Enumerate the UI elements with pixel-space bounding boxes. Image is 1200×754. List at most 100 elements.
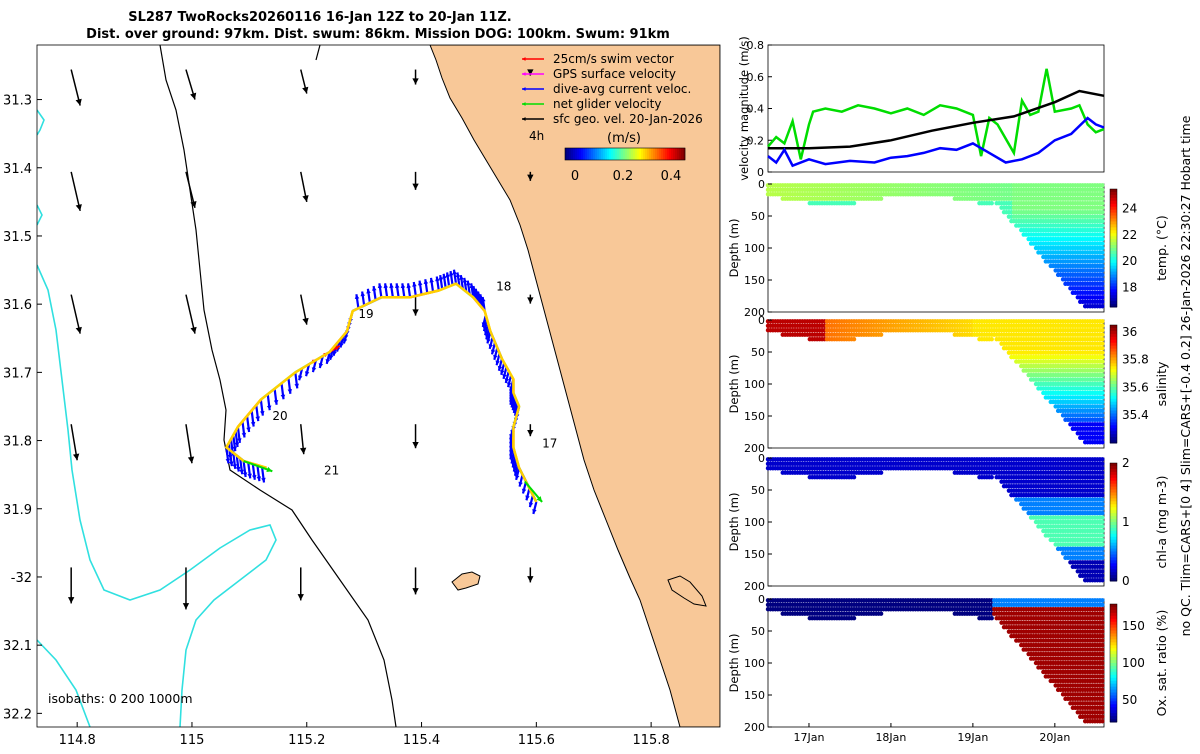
section-colorbar-cell <box>1110 504 1117 507</box>
section-colorbar-cell <box>1110 357 1117 360</box>
section-data-point <box>1100 346 1104 350</box>
colorbar-tick-label: 0 <box>571 169 579 184</box>
section-colorbar-cell <box>1110 198 1117 201</box>
section-colorbar-label: temp. (°C) <box>1154 215 1169 280</box>
colorbar-cell <box>663 148 665 160</box>
section-data-point <box>1100 404 1104 408</box>
section-colorbar-cell <box>1110 399 1117 402</box>
section-colorbar-cell <box>1110 419 1117 422</box>
section-colorbar-cell <box>1110 560 1117 563</box>
colorbar-cell <box>665 148 667 160</box>
map-x-tick-label: 114.8 <box>59 733 96 748</box>
colorbar-cell <box>637 148 639 160</box>
section-colorbar-cell <box>1110 405 1117 408</box>
map-y-tick-label: 31.7 <box>3 366 32 381</box>
section-colorbar-cell <box>1110 552 1117 555</box>
section-data-point <box>1100 524 1104 528</box>
section-data-point <box>1100 382 1104 386</box>
colorbar-cell <box>655 148 657 160</box>
section-colorbar-cell <box>1110 245 1117 248</box>
colorbar-cell <box>571 148 573 160</box>
map-y-tick-label: 31.9 <box>3 503 32 518</box>
section-data-point <box>1100 391 1104 395</box>
section-colorbar-cell <box>1110 352 1117 355</box>
section-colorbar-cell <box>1110 378 1117 381</box>
section-data-point <box>1100 273 1104 277</box>
section-colorbar-cell <box>1110 411 1117 414</box>
legend-label: dive-avg current veloc. <box>553 82 691 96</box>
colorbar-cell <box>643 148 645 160</box>
section-data-point <box>1100 457 1104 461</box>
colorbar-cell <box>675 148 677 160</box>
colorbar-cell <box>621 148 623 160</box>
section-data-point <box>1100 400 1104 404</box>
section-colorbar-cell <box>1110 390 1117 393</box>
map-y-tick-label: 31.5 <box>3 230 32 245</box>
section-data-point <box>1100 386 1104 390</box>
section-colorbar-cell <box>1110 251 1117 254</box>
day-label: 20 <box>272 409 287 423</box>
section-colorbar-cell <box>1110 236 1117 239</box>
section-colorbar-cell <box>1110 239 1117 242</box>
section-colorbar-tick-label: 36 <box>1122 325 1137 339</box>
section-colorbar-cell <box>1110 484 1117 487</box>
colorbar-cell <box>661 148 663 160</box>
section-data-point <box>1100 440 1104 444</box>
section-y-tick-label: 150 <box>744 548 765 561</box>
section-y-label: Depth (m) <box>727 219 741 278</box>
map-x-tick-label: 115.4 <box>403 733 440 748</box>
section-data-point <box>1100 409 1104 413</box>
map-x-tick-label: 115.2 <box>288 733 325 748</box>
section-colorbar-cell <box>1110 487 1117 490</box>
section-colorbar-cell <box>1110 414 1117 417</box>
section-data-point <box>1100 304 1104 308</box>
section-data-point <box>1100 300 1104 304</box>
colorbar-cell <box>631 148 633 160</box>
section-data-point <box>852 616 856 620</box>
section-colorbar-cell <box>1110 201 1117 204</box>
section-data-point <box>1100 350 1104 354</box>
section-data-point <box>1100 291 1104 295</box>
section-data-point <box>1100 319 1104 323</box>
section-colorbar-cell <box>1110 210 1117 213</box>
section-data-point <box>990 201 994 205</box>
colorbar-cell <box>623 148 625 160</box>
section-y-tick-label: 50 <box>751 484 765 497</box>
legend-label: 25cm/s swim vector <box>553 52 674 66</box>
section-colorbar-cell <box>1110 522 1117 525</box>
section-data-point <box>1100 286 1104 290</box>
section-data-point <box>852 475 856 479</box>
section-colorbar-cell <box>1110 437 1117 440</box>
section-colorbar-cell <box>1110 207 1117 210</box>
section-y-tick-label: 200 <box>744 580 765 593</box>
section-colorbar-tick-label: 35.8 <box>1122 353 1149 367</box>
colorbar-cell <box>601 148 603 160</box>
section-y-tick-label: 100 <box>744 242 765 255</box>
colorbar-cell <box>679 148 681 160</box>
section-colorbar-cell <box>1110 283 1117 286</box>
section-colorbar-cell <box>1110 501 1117 504</box>
section-data-point <box>1100 574 1104 578</box>
section-data-point <box>1100 277 1104 281</box>
section-data-point <box>1100 237 1104 241</box>
colorbar-cell <box>619 148 621 160</box>
section-colorbar-cell <box>1110 233 1117 236</box>
section-colorbar-cell <box>1110 507 1117 510</box>
section-colorbar-tick-label: 0 <box>1122 574 1130 588</box>
section-colorbar-cell <box>1110 554 1117 557</box>
colorbar-cell <box>589 148 591 160</box>
section-data-point <box>1100 333 1104 337</box>
section-colorbar-tick-label: 24 <box>1122 202 1137 216</box>
section-data-point <box>1100 538 1104 542</box>
section-colorbar-cell <box>1110 189 1117 192</box>
section-data-point <box>990 616 994 620</box>
section-data-point <box>852 337 856 341</box>
section-colorbar-cell <box>1110 248 1117 251</box>
section-colorbar-cell <box>1110 224 1117 227</box>
section-colorbar-cell <box>1110 428 1117 431</box>
section-colorbar-cell <box>1110 334 1117 337</box>
colorbar-cell <box>573 148 575 160</box>
